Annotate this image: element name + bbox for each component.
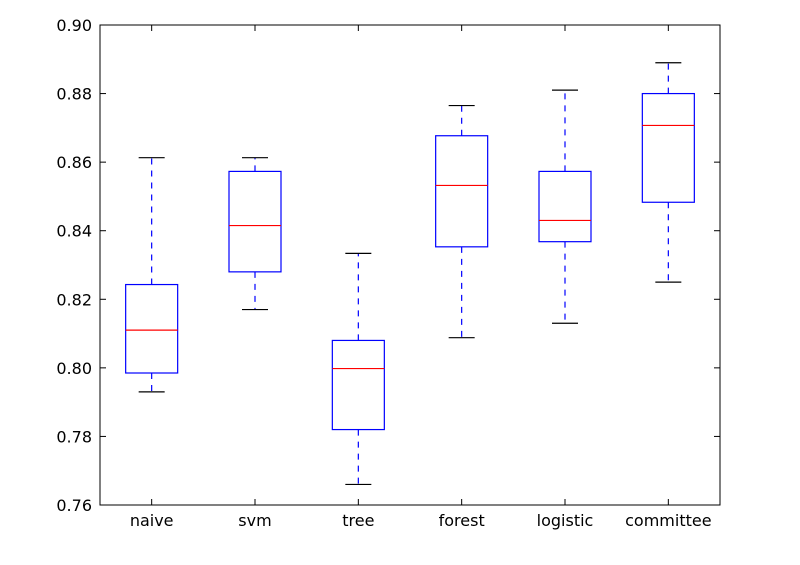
box-rect <box>125 283 179 374</box>
box-rect <box>435 135 489 248</box>
tick-labels: 0.76 0.78 0.80 0.82 0.84 0.86 0.88 0.90 naive svm… <box>56 16 711 530</box>
box-naive <box>125 157 179 393</box>
box-tree <box>331 252 385 486</box>
x-tick-label-committee: committee <box>625 511 711 530</box>
y-tick-label: 0.78 <box>56 427 92 446</box>
box-rect <box>228 170 282 273</box>
x-tick-label-forest: forest <box>439 511 485 530</box>
y-tick-label: 0.84 <box>56 222 92 241</box>
box-rect <box>538 170 592 243</box>
axis-ticks <box>100 24 720 506</box>
x-tick-label-svm: svm <box>238 511 271 530</box>
box-rect <box>641 92 695 203</box>
x-tick-label-tree: tree <box>342 511 374 530</box>
y-tick-label: 0.90 <box>56 16 92 35</box>
y-tick-label: 0.88 <box>56 85 92 104</box>
x-tick-label-naive: naive <box>130 511 174 530</box>
box-logistic <box>538 89 592 324</box>
plot-area <box>99 24 721 506</box>
y-tick-label: 0.86 <box>56 153 92 172</box>
box-rect <box>331 339 385 431</box>
box-committee <box>641 62 695 283</box>
box-svm <box>228 157 282 311</box>
y-tick-label: 0.80 <box>56 359 92 378</box>
box-series <box>125 62 695 486</box>
box-forest <box>435 104 489 339</box>
y-tick-label: 0.82 <box>56 290 92 309</box>
x-tick-label-logistic: logistic <box>537 511 594 530</box>
y-tick-label: 0.76 <box>56 496 92 515</box>
